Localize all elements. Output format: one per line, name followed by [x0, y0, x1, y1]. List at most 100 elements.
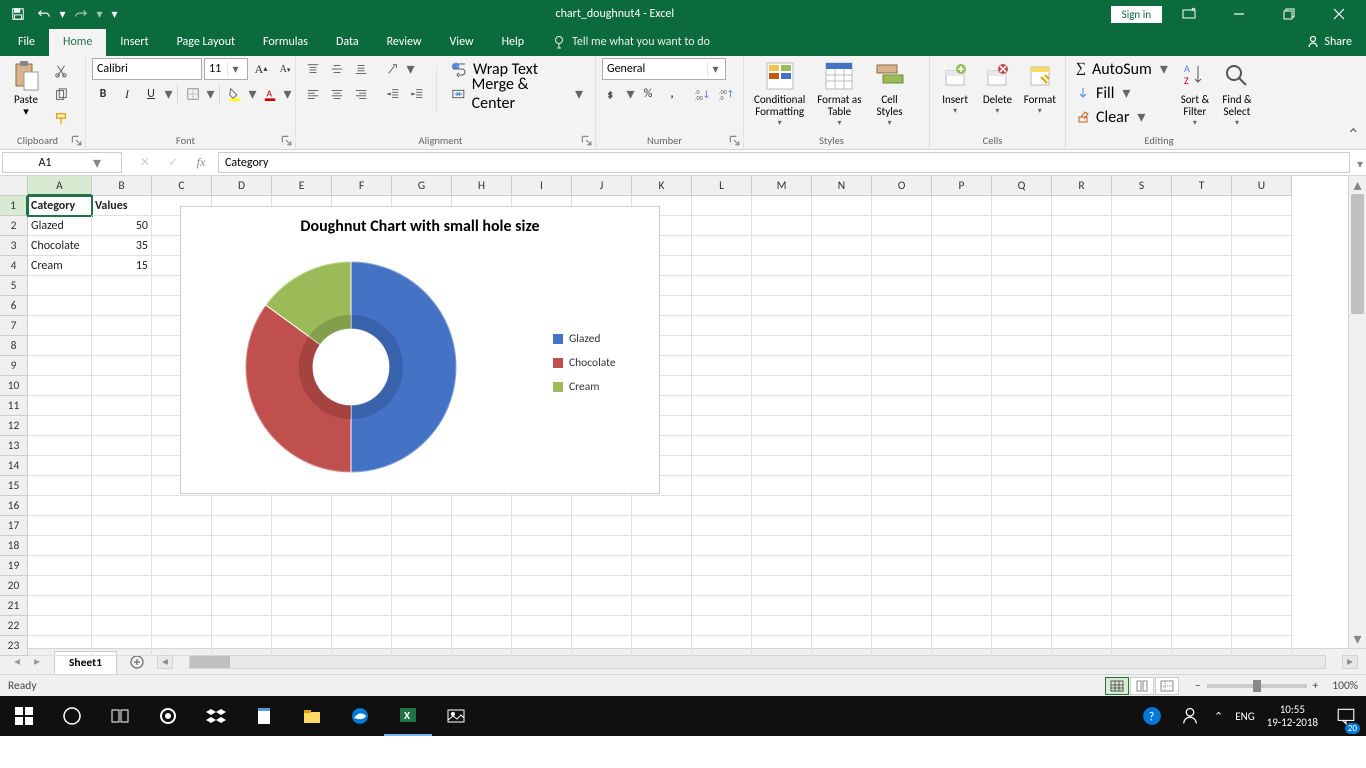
cell[interactable]	[1172, 236, 1232, 256]
cell[interactable]	[872, 356, 932, 376]
cell[interactable]	[632, 496, 692, 516]
cell[interactable]	[752, 496, 812, 516]
cell[interactable]	[872, 536, 932, 556]
cell[interactable]	[92, 276, 152, 296]
cell[interactable]	[572, 596, 632, 616]
cell[interactable]	[992, 456, 1052, 476]
cell[interactable]	[332, 576, 392, 596]
cell[interactable]	[1172, 576, 1232, 596]
taskbar-photos[interactable]	[432, 696, 480, 736]
cell[interactable]	[992, 336, 1052, 356]
cell[interactable]	[752, 196, 812, 216]
cell[interactable]	[932, 436, 992, 456]
cell[interactable]	[752, 296, 812, 316]
cell[interactable]	[1112, 396, 1172, 416]
cell[interactable]	[1172, 596, 1232, 616]
fill-color-button[interactable]	[224, 83, 246, 105]
italic-button[interactable]: I	[116, 83, 138, 105]
cell[interactable]	[992, 256, 1052, 276]
tray-language[interactable]: ENG	[1235, 710, 1254, 723]
cell[interactable]	[812, 196, 872, 216]
cell[interactable]	[752, 396, 812, 416]
cell[interactable]	[1232, 356, 1292, 376]
cell[interactable]	[752, 376, 812, 396]
cell[interactable]	[1172, 276, 1232, 296]
cell[interactable]	[692, 356, 752, 376]
cell[interactable]	[92, 456, 152, 476]
cell[interactable]	[28, 436, 92, 456]
hscroll-right[interactable]: ▸	[1342, 655, 1358, 669]
cell[interactable]	[812, 276, 872, 296]
cell[interactable]	[1112, 416, 1172, 436]
cell[interactable]	[1052, 516, 1112, 536]
tray-expand[interactable]: ⌃	[1214, 710, 1223, 723]
column-header[interactable]: E	[272, 176, 332, 196]
cell[interactable]	[992, 576, 1052, 596]
merge-center-button[interactable]: Merge & Center▾	[445, 83, 589, 105]
cell[interactable]	[752, 316, 812, 336]
cell[interactable]	[512, 516, 572, 536]
cell[interactable]	[692, 296, 752, 316]
row-header[interactable]: 7	[0, 316, 28, 336]
collapse-ribbon-button[interactable]: ⌃	[1347, 125, 1360, 145]
cell[interactable]	[932, 496, 992, 516]
cell[interactable]	[872, 236, 932, 256]
cell[interactable]	[1232, 196, 1292, 216]
cell[interactable]	[1052, 236, 1112, 256]
cell[interactable]	[272, 556, 332, 576]
cell[interactable]	[28, 316, 92, 336]
column-header[interactable]: F	[332, 176, 392, 196]
cell[interactable]	[152, 616, 212, 636]
cell[interactable]	[752, 616, 812, 636]
cell[interactable]	[812, 456, 872, 476]
cell[interactable]	[1232, 576, 1292, 596]
align-center-button[interactable]	[326, 83, 348, 105]
cell[interactable]	[212, 596, 272, 616]
cell[interactable]	[152, 496, 212, 516]
cell[interactable]	[932, 316, 992, 336]
cell[interactable]	[932, 536, 992, 556]
column-header[interactable]: R	[1052, 176, 1112, 196]
cell[interactable]	[92, 596, 152, 616]
cell[interactable]	[152, 576, 212, 596]
cell[interactable]	[92, 556, 152, 576]
cell[interactable]	[1172, 196, 1232, 216]
normal-view-button[interactable]	[1105, 677, 1129, 695]
column-header[interactable]: L	[692, 176, 752, 196]
cell[interactable]	[992, 396, 1052, 416]
cell[interactable]	[572, 516, 632, 536]
select-all-corner[interactable]	[0, 176, 28, 196]
cell[interactable]	[812, 476, 872, 496]
cell[interactable]	[692, 216, 752, 236]
cell[interactable]	[752, 276, 812, 296]
column-header[interactable]: C	[152, 176, 212, 196]
cell[interactable]	[692, 576, 752, 596]
cell[interactable]	[692, 536, 752, 556]
cell[interactable]	[1232, 536, 1292, 556]
cell[interactable]	[1232, 556, 1292, 576]
cell[interactable]	[212, 576, 272, 596]
cell[interactable]	[872, 456, 932, 476]
cortana-button[interactable]	[48, 696, 96, 736]
cell[interactable]	[272, 536, 332, 556]
cell[interactable]	[932, 576, 992, 596]
cell[interactable]	[812, 536, 872, 556]
number-dialog-launcher[interactable]	[728, 134, 740, 146]
cell[interactable]	[812, 236, 872, 256]
cell[interactable]	[272, 576, 332, 596]
cell[interactable]	[1112, 256, 1172, 276]
cell[interactable]	[332, 556, 392, 576]
cell[interactable]	[692, 556, 752, 576]
page-layout-view-button[interactable]	[1130, 677, 1154, 695]
cell[interactable]	[812, 396, 872, 416]
cell[interactable]	[1052, 576, 1112, 596]
hscroll-thumb[interactable]	[190, 656, 230, 668]
accounting-format-button[interactable]: $	[602, 83, 624, 105]
cell[interactable]	[512, 496, 572, 516]
cell[interactable]	[1112, 356, 1172, 376]
cell[interactable]	[92, 616, 152, 636]
cell[interactable]	[212, 536, 272, 556]
cell[interactable]	[932, 336, 992, 356]
format-painter-button[interactable]	[50, 108, 72, 130]
row-header[interactable]: 22	[0, 616, 28, 636]
